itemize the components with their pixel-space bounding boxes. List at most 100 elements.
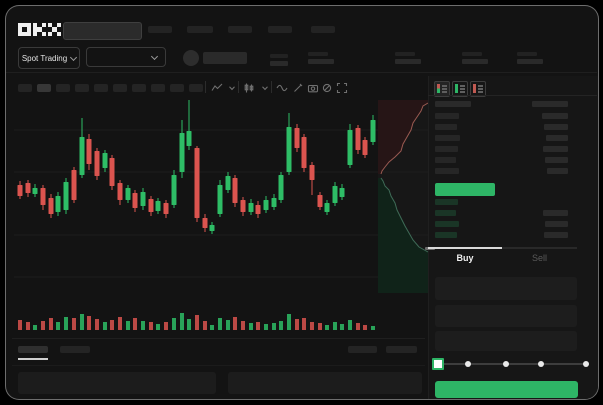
- volume-bar: [210, 325, 214, 330]
- last-price-highlight[interactable]: [435, 183, 495, 196]
- amount-slider-track[interactable]: [437, 363, 586, 365]
- stat-label-1: [308, 52, 328, 56]
- stat-value-2: [395, 59, 421, 64]
- order-input-0[interactable]: [435, 277, 577, 300]
- candle-body: [48, 198, 54, 214]
- candlestick-chart[interactable]: [5, 5, 599, 400]
- timeframe-button-9[interactable]: [189, 84, 203, 92]
- icon-line: [460, 85, 465, 87]
- nav-item-4[interactable]: [311, 26, 335, 33]
- candle-body: [194, 148, 200, 218]
- timeframe-button-0[interactable]: [18, 84, 32, 92]
- volume-bar: [218, 318, 222, 330]
- icon-line: [442, 85, 447, 87]
- icon-line: [442, 88, 447, 90]
- candle-body: [148, 199, 154, 212]
- draw-pencil-icon[interactable]: [292, 81, 304, 93]
- ask-amount-bar: [547, 168, 568, 174]
- indicator-wave-icon[interactable]: [276, 81, 288, 93]
- timeframe-button-4[interactable]: [94, 84, 108, 92]
- ask-row-5[interactable]: [430, 167, 595, 176]
- volume-bar: [133, 318, 137, 330]
- ob-header-left: [435, 101, 471, 107]
- candle-body: [179, 133, 185, 172]
- ask-amount-bar: [543, 146, 568, 152]
- nav-item-2[interactable]: [228, 26, 252, 33]
- ask-price-bar: [435, 146, 458, 152]
- bottom-action-1[interactable]: [386, 346, 417, 353]
- volume-bar: [264, 324, 268, 330]
- coin-avatar: [183, 50, 199, 66]
- nav-item-1[interactable]: [187, 26, 213, 33]
- candle-body: [294, 128, 300, 148]
- candle-body: [55, 196, 61, 212]
- depth-asks-line: [380, 102, 429, 175]
- bid-row-1[interactable]: [430, 209, 595, 218]
- candle-body: [163, 203, 169, 214]
- candle-body: [109, 158, 115, 186]
- buy-submit-button[interactable]: [435, 381, 578, 398]
- camera-icon[interactable]: [307, 81, 319, 93]
- fullscreen-icon[interactable]: [336, 81, 348, 94]
- ask-row-4[interactable]: [430, 156, 595, 165]
- okx-logo: [18, 23, 62, 37]
- timeframe-button-8[interactable]: [170, 84, 184, 92]
- amount-slider-handle[interactable]: [432, 358, 444, 370]
- chevron-down-icon[interactable]: [259, 81, 271, 93]
- bottom-action-0[interactable]: [348, 346, 377, 353]
- ask-price-bar: [435, 157, 456, 163]
- timeframe-button-5[interactable]: [113, 84, 127, 92]
- ask-amount-bar: [545, 157, 568, 163]
- bid-row-3[interactable]: [430, 231, 595, 240]
- candle-body: [186, 131, 192, 146]
- search-input[interactable]: [63, 22, 142, 40]
- order-input-1[interactable]: [435, 305, 577, 327]
- volume-bar: [64, 317, 68, 330]
- pair-selector-dropdown[interactable]: [86, 47, 166, 67]
- ask-row-0[interactable]: [430, 112, 595, 121]
- timeframe-button-1[interactable]: [37, 84, 51, 92]
- header-divider: [6, 72, 597, 73]
- timeframe-button-2[interactable]: [56, 84, 70, 92]
- order-input-2[interactable]: [435, 331, 577, 351]
- slider-tick-4[interactable]: [583, 361, 589, 367]
- nav-item-0[interactable]: [148, 26, 172, 33]
- bid-row-0[interactable]: [430, 198, 595, 207]
- slider-tick-2[interactable]: [503, 361, 509, 367]
- nav-item-3[interactable]: [268, 26, 292, 33]
- ask-amount-bar: [542, 113, 568, 119]
- volume-bar: [356, 323, 360, 330]
- ask-row-2[interactable]: [430, 134, 595, 143]
- candle-body: [140, 192, 146, 206]
- market-type-dropdown[interactable]: Spot Trading: [18, 47, 80, 69]
- slider-tick-1[interactable]: [465, 361, 471, 367]
- candlestick-icon[interactable]: [243, 81, 255, 93]
- timeframe-button-3[interactable]: [75, 84, 89, 92]
- timeframe-button-6[interactable]: [132, 84, 146, 92]
- ask-amount-bar: [546, 135, 568, 141]
- candle-body: [202, 218, 208, 228]
- chevron-down-icon[interactable]: [226, 81, 238, 93]
- candle-body: [286, 127, 292, 172]
- settings-icon[interactable]: [321, 81, 333, 93]
- slider-tick-3[interactable]: [538, 361, 544, 367]
- volume-bar: [18, 320, 22, 330]
- candle-body: [32, 188, 38, 194]
- bid-row-2[interactable]: [430, 220, 595, 229]
- volume-bar: [302, 318, 306, 330]
- book-asks-icon[interactable]: [470, 81, 486, 97]
- tab-buy[interactable]: Buy: [456, 252, 474, 263]
- timeframe-button-7[interactable]: [151, 84, 165, 92]
- ask-row-1[interactable]: [430, 123, 595, 132]
- book-bids-icon[interactable]: [452, 81, 468, 97]
- candle-body: [171, 175, 177, 205]
- tab-sell[interactable]: Sell: [531, 252, 547, 263]
- candle-body: [225, 176, 231, 190]
- line-chart-icon[interactable]: [211, 81, 223, 93]
- book-both-icon[interactable]: [434, 81, 450, 97]
- bid-price-bar: [435, 210, 456, 216]
- ask-row-3[interactable]: [430, 145, 595, 154]
- bottom-tab-0[interactable]: [18, 346, 48, 353]
- bottom-tab-1[interactable]: [60, 346, 90, 353]
- candle-body: [263, 200, 269, 210]
